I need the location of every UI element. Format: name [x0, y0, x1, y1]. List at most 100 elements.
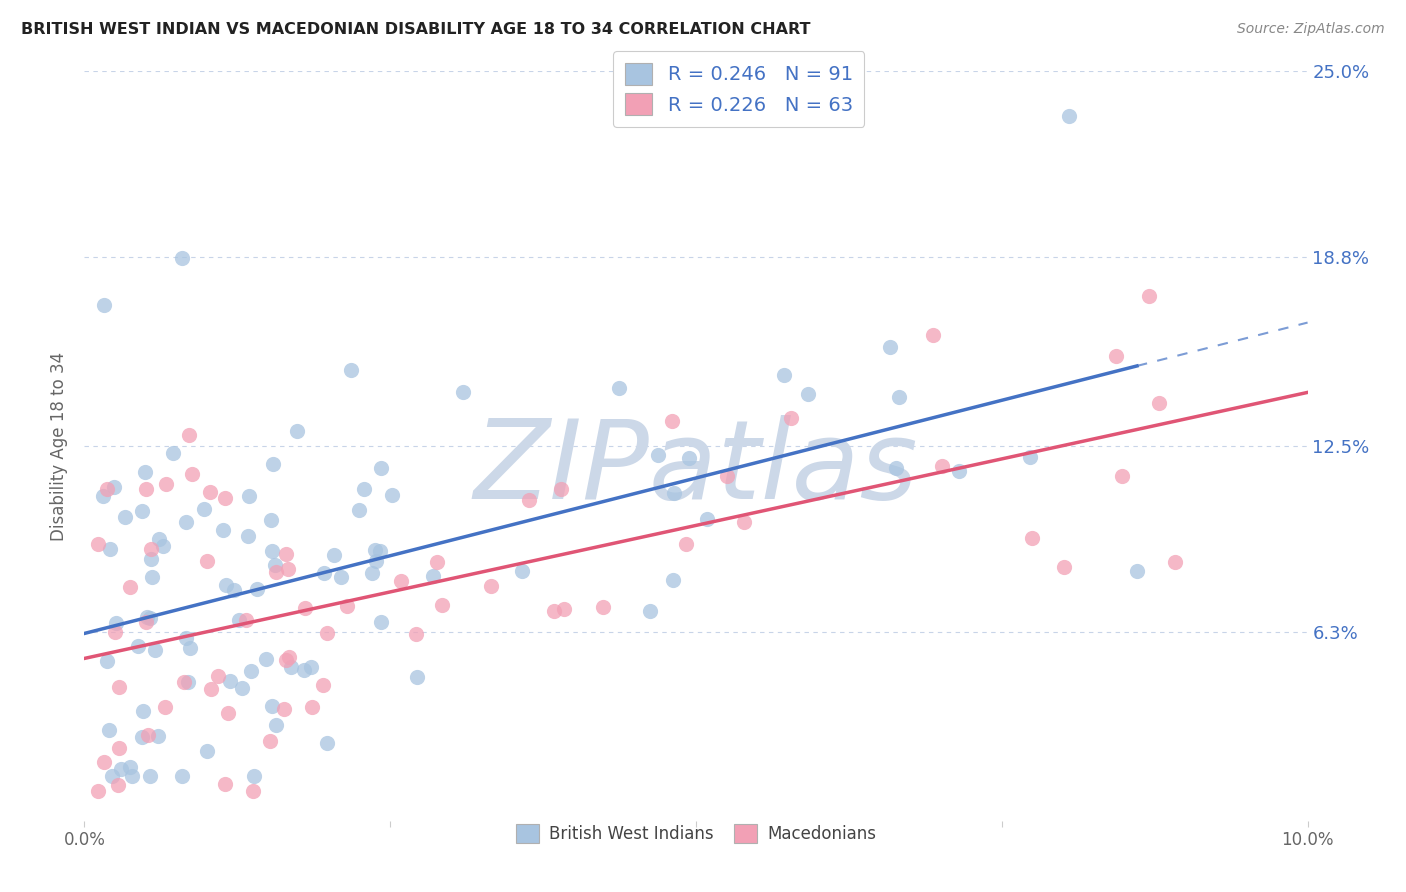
Point	[262, 699, 284, 714]
Point	[797, 387, 820, 401]
Point	[277, 562, 299, 576]
Point	[948, 464, 970, 478]
Point	[174, 632, 197, 646]
Point	[479, 579, 502, 593]
Point	[315, 626, 337, 640]
Point	[228, 613, 250, 627]
Point	[143, 643, 166, 657]
Point	[381, 488, 404, 502]
Point	[104, 625, 127, 640]
Point	[155, 476, 177, 491]
Point	[93, 298, 115, 312]
Point	[316, 736, 339, 750]
Point	[87, 783, 110, 797]
Point	[110, 762, 132, 776]
Point	[647, 448, 669, 462]
Point	[173, 675, 195, 690]
Point	[353, 482, 375, 496]
Point	[1126, 564, 1149, 578]
Point	[1021, 531, 1043, 545]
Point	[1059, 109, 1081, 123]
Point	[322, 548, 344, 562]
Point	[100, 769, 122, 783]
Point	[262, 457, 284, 471]
Point	[131, 504, 153, 518]
Point	[301, 660, 323, 674]
Point	[139, 769, 162, 783]
Point	[314, 566, 336, 580]
Point	[276, 653, 298, 667]
Point	[340, 363, 363, 377]
Point	[451, 384, 474, 399]
Point	[389, 574, 412, 588]
Point	[264, 558, 287, 572]
Point	[259, 733, 281, 747]
Point	[638, 604, 661, 618]
Point	[181, 467, 204, 481]
Point	[1019, 450, 1042, 464]
Point	[510, 564, 533, 578]
Point	[264, 717, 287, 731]
Point	[592, 600, 614, 615]
Point	[103, 480, 125, 494]
Point	[198, 485, 221, 500]
Point	[773, 368, 796, 382]
Point	[364, 542, 387, 557]
Point	[1137, 288, 1160, 302]
Point	[426, 555, 449, 569]
Point	[179, 640, 201, 655]
Point	[543, 604, 565, 618]
Point	[294, 663, 316, 677]
Point	[238, 489, 260, 503]
Point	[330, 570, 353, 584]
Point	[104, 615, 127, 630]
Point	[361, 566, 384, 580]
Point	[370, 461, 392, 475]
Point	[336, 599, 359, 613]
Point	[134, 465, 156, 479]
Point	[287, 424, 309, 438]
Point	[214, 491, 236, 506]
Point	[177, 428, 200, 442]
Point	[879, 339, 901, 353]
Legend: British West Indians, Macedonians: British West Indians, Macedonians	[509, 817, 883, 850]
Point	[212, 523, 235, 537]
Point	[127, 639, 149, 653]
Point	[108, 741, 131, 756]
Point	[406, 670, 429, 684]
Point	[87, 537, 110, 551]
Point	[174, 515, 197, 529]
Point	[312, 678, 335, 692]
Point	[96, 482, 118, 496]
Point	[780, 411, 803, 425]
Point	[217, 706, 239, 720]
Point	[139, 552, 162, 566]
Point	[239, 664, 262, 678]
Point	[1164, 555, 1187, 569]
Point	[887, 390, 910, 404]
Point	[120, 760, 142, 774]
Point	[235, 613, 257, 627]
Point	[135, 483, 157, 497]
Point	[131, 731, 153, 745]
Point	[146, 730, 169, 744]
Point	[278, 650, 301, 665]
Point	[370, 615, 392, 629]
Point	[696, 512, 718, 526]
Point	[200, 682, 222, 697]
Point	[259, 513, 281, 527]
Point	[96, 654, 118, 668]
Point	[254, 652, 277, 666]
Point	[405, 627, 427, 641]
Point	[114, 509, 136, 524]
Point	[139, 611, 162, 625]
Point	[273, 702, 295, 716]
Point	[1111, 468, 1133, 483]
Point	[91, 490, 114, 504]
Point	[886, 461, 908, 475]
Point	[107, 778, 129, 792]
Point	[152, 539, 174, 553]
Text: BRITISH WEST INDIAN VS MACEDONIAN DISABILITY AGE 18 TO 34 CORRELATION CHART: BRITISH WEST INDIAN VS MACEDONIAN DISABI…	[21, 22, 811, 37]
Point	[301, 699, 323, 714]
Point	[280, 660, 302, 674]
